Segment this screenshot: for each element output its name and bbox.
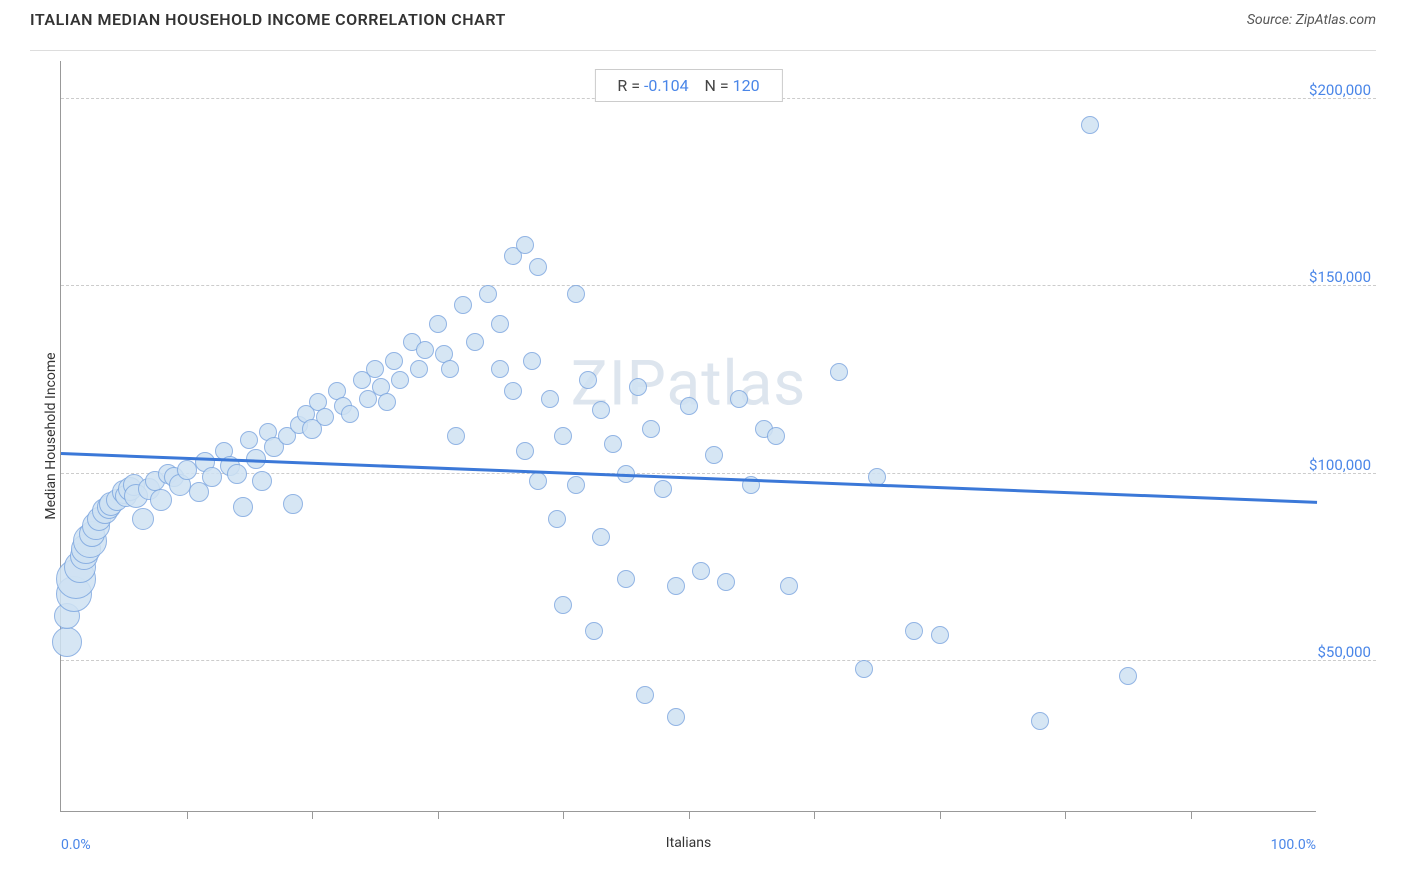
scatter-point	[667, 708, 685, 726]
stats-box: R = -0.104 N = 120	[594, 69, 782, 102]
y-tick-label: $50,000	[1306, 643, 1376, 661]
scatter-point	[554, 427, 572, 445]
plot-area: ZIPatlas R = -0.104 N = 120 Median House…	[60, 61, 1316, 812]
scatter-point	[636, 686, 654, 704]
y-axis-label: Median Household Income	[43, 352, 59, 519]
scatter-point	[523, 352, 541, 370]
scatter-point	[416, 341, 434, 359]
trend-line	[61, 452, 1317, 503]
y-gridline	[61, 660, 1376, 661]
scatter-point	[447, 427, 465, 445]
scatter-point	[585, 622, 603, 640]
scatter-point	[1081, 116, 1099, 134]
scatter-point	[767, 427, 785, 445]
scatter-point	[283, 494, 303, 514]
x-tick	[438, 811, 439, 819]
r-label: R =	[617, 76, 640, 95]
scatter-point	[504, 382, 522, 400]
x-tick	[312, 811, 313, 819]
x-tick	[563, 811, 564, 819]
x-tick	[940, 811, 941, 819]
scatter-point	[667, 577, 685, 595]
source-credit: Source: ZipAtlas.com	[1247, 12, 1376, 28]
x-axis-min-label: 0.0%	[61, 837, 91, 853]
scatter-point	[629, 378, 647, 396]
chart-title: ITALIAN MEDIAN HOUSEHOLD INCOME CORRELAT…	[30, 10, 506, 29]
scatter-point	[855, 660, 873, 678]
x-tick	[689, 811, 690, 819]
scatter-point	[466, 333, 484, 351]
scatter-point	[316, 408, 334, 426]
scatter-point	[717, 573, 735, 591]
scatter-point	[491, 315, 509, 333]
y-tick-label: $150,000	[1306, 268, 1376, 286]
scatter-point	[378, 393, 396, 411]
scatter-point	[202, 467, 222, 487]
scatter-point	[454, 296, 472, 314]
scatter-point	[491, 360, 509, 378]
scatter-point	[554, 596, 572, 614]
scatter-point	[227, 464, 247, 484]
scatter-point	[52, 627, 82, 657]
chart-container: ZIPatlas R = -0.104 N = 120 Median House…	[30, 50, 1376, 862]
scatter-point	[592, 401, 610, 419]
scatter-point	[252, 471, 272, 491]
scatter-point	[579, 371, 597, 389]
x-tick	[814, 811, 815, 819]
x-tick	[1191, 811, 1192, 819]
scatter-point	[341, 405, 359, 423]
scatter-point	[516, 236, 534, 254]
scatter-point	[654, 480, 672, 498]
scatter-point	[705, 446, 723, 464]
scatter-point	[177, 460, 197, 480]
scatter-point	[692, 562, 710, 580]
scatter-point	[905, 622, 923, 640]
scatter-point	[479, 285, 497, 303]
scatter-point	[931, 626, 949, 644]
scatter-point	[441, 360, 459, 378]
y-tick-label: $100,000	[1306, 456, 1376, 474]
scatter-point	[429, 315, 447, 333]
scatter-point	[410, 360, 428, 378]
scatter-point	[730, 390, 748, 408]
y-tick-label: $200,000	[1306, 81, 1376, 99]
scatter-point	[780, 577, 798, 595]
scatter-point	[1031, 712, 1049, 730]
scatter-point	[567, 476, 585, 494]
scatter-point	[233, 497, 253, 517]
scatter-point	[240, 431, 258, 449]
scatter-point	[516, 442, 534, 460]
x-tick	[1065, 811, 1066, 819]
scatter-point	[604, 435, 622, 453]
scatter-point	[529, 472, 547, 490]
n-label: N =	[704, 76, 728, 95]
x-axis-label: Italians	[666, 835, 711, 851]
scatter-point	[366, 360, 384, 378]
scatter-point	[541, 390, 559, 408]
scatter-point	[385, 352, 403, 370]
scatter-point	[592, 528, 610, 546]
x-axis-max-label: 100.0%	[1271, 837, 1316, 853]
r-value: -0.104	[644, 76, 689, 95]
scatter-point	[150, 489, 172, 511]
scatter-point	[529, 258, 547, 276]
y-gridline	[61, 285, 1376, 286]
scatter-point	[617, 570, 635, 588]
scatter-point	[680, 397, 698, 415]
scatter-point	[567, 285, 585, 303]
x-tick	[187, 811, 188, 819]
scatter-point	[391, 371, 409, 389]
scatter-point	[642, 420, 660, 438]
scatter-point	[1119, 667, 1137, 685]
n-value: 120	[733, 76, 760, 95]
scatter-point	[548, 510, 566, 528]
scatter-point	[830, 363, 848, 381]
scatter-point	[132, 508, 154, 530]
